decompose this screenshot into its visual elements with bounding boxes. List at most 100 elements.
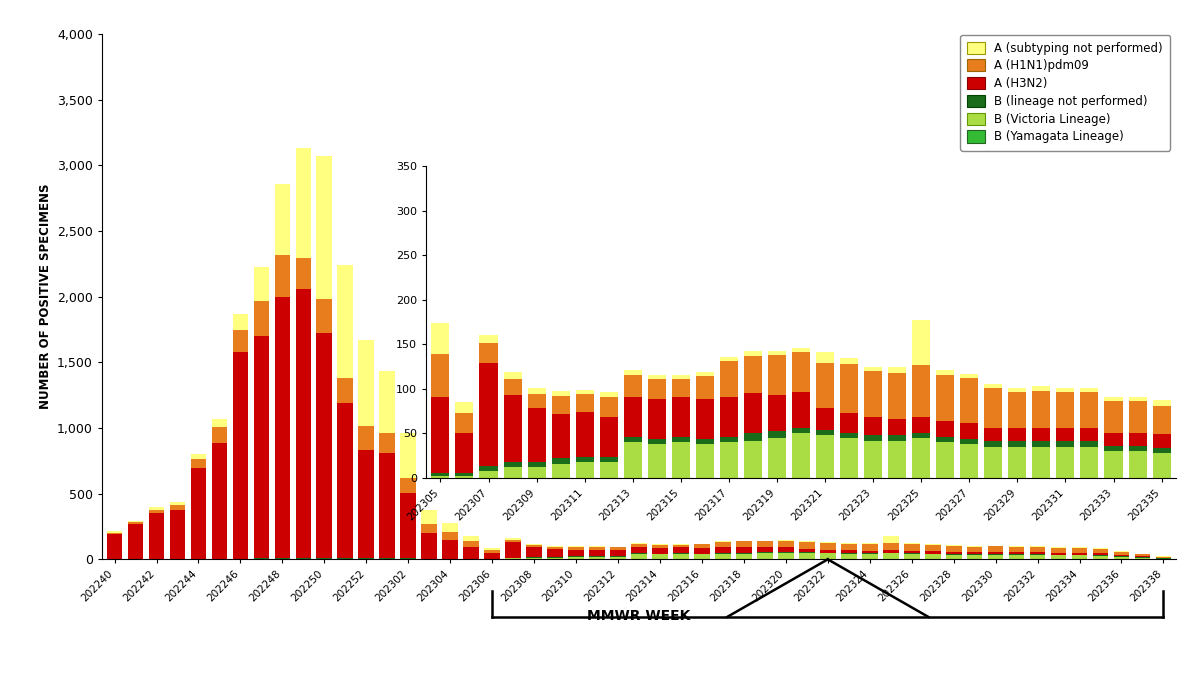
Bar <box>569 557 584 559</box>
Bar <box>480 363 498 466</box>
Bar <box>1152 453 1170 478</box>
Bar <box>421 510 437 524</box>
Bar <box>631 547 647 553</box>
Bar <box>1152 447 1170 453</box>
Bar <box>1032 391 1050 428</box>
Bar <box>456 402 474 413</box>
Bar <box>600 456 618 462</box>
Bar <box>485 550 500 553</box>
Bar <box>359 426 374 450</box>
Bar <box>715 554 731 559</box>
Bar <box>988 555 1003 559</box>
Bar <box>694 544 709 548</box>
Bar <box>576 394 594 412</box>
Bar <box>862 551 877 553</box>
Bar <box>936 375 954 421</box>
Bar <box>432 323 450 354</box>
Bar <box>624 370 642 375</box>
Bar <box>744 441 762 478</box>
Bar <box>1080 388 1098 393</box>
Bar <box>840 358 858 364</box>
Bar <box>904 553 919 554</box>
Bar <box>528 394 546 408</box>
Bar <box>648 379 666 399</box>
Bar <box>888 435 906 441</box>
Bar <box>547 557 563 558</box>
Bar <box>295 289 311 558</box>
Bar <box>432 354 450 397</box>
Bar <box>317 156 332 299</box>
Bar <box>1051 555 1067 559</box>
Bar <box>792 428 810 433</box>
Bar <box>527 558 542 559</box>
Bar <box>864 418 882 435</box>
Bar <box>912 416 930 433</box>
Bar <box>1009 546 1025 552</box>
Bar <box>736 547 751 553</box>
Bar <box>744 433 762 441</box>
Bar <box>253 267 269 301</box>
Bar <box>443 532 458 540</box>
Bar <box>528 467 546 478</box>
Bar <box>1114 552 1129 555</box>
Bar <box>652 553 668 555</box>
Bar <box>757 547 773 553</box>
Bar <box>883 542 899 551</box>
Bar <box>576 390 594 394</box>
Bar <box>1128 446 1146 452</box>
Bar <box>1114 555 1129 556</box>
Bar <box>912 433 930 438</box>
Bar <box>1056 441 1074 447</box>
Bar <box>443 523 458 532</box>
Bar <box>504 379 522 395</box>
Bar <box>379 454 395 559</box>
Bar <box>720 361 738 397</box>
Bar <box>505 542 521 557</box>
Bar <box>840 413 858 433</box>
Bar <box>624 397 642 437</box>
Bar <box>988 554 1003 555</box>
Bar <box>946 552 961 554</box>
Bar <box>799 541 815 542</box>
Bar <box>960 378 978 423</box>
Bar <box>840 438 858 478</box>
Bar <box>1152 435 1170 447</box>
Bar <box>504 395 522 462</box>
Bar <box>652 555 668 559</box>
Bar <box>401 477 416 493</box>
Bar <box>589 547 605 550</box>
Bar <box>768 395 786 431</box>
Bar <box>1080 447 1098 478</box>
Bar <box>211 420 227 427</box>
Bar <box>1080 428 1098 441</box>
Bar <box>359 558 374 559</box>
Bar <box>648 439 666 444</box>
Bar <box>1051 553 1067 555</box>
Bar <box>1093 548 1109 549</box>
Bar <box>211 427 227 443</box>
Bar <box>504 372 522 379</box>
Bar <box>610 547 626 551</box>
Bar <box>528 388 546 394</box>
Bar <box>480 344 498 363</box>
Bar <box>624 375 642 397</box>
Bar <box>904 544 919 551</box>
Bar <box>1056 447 1074 478</box>
Legend: A (subtyping not performed), A (H1N1)pdm09, A (H3N2), B (lineage not performed),: A (subtyping not performed), A (H1N1)pdm… <box>960 35 1170 151</box>
Bar <box>463 541 479 547</box>
Bar <box>528 462 546 467</box>
Bar <box>696 439 714 444</box>
Bar <box>1032 386 1050 391</box>
Bar <box>600 462 618 478</box>
Bar <box>337 264 353 378</box>
Bar <box>1114 557 1129 559</box>
Bar <box>768 355 786 395</box>
Bar <box>191 468 206 559</box>
Bar <box>127 522 144 524</box>
Bar <box>1008 441 1026 447</box>
Bar <box>275 184 290 255</box>
Bar <box>317 334 332 558</box>
Bar <box>1080 393 1098 428</box>
Bar <box>984 428 1002 441</box>
Bar <box>841 554 857 559</box>
